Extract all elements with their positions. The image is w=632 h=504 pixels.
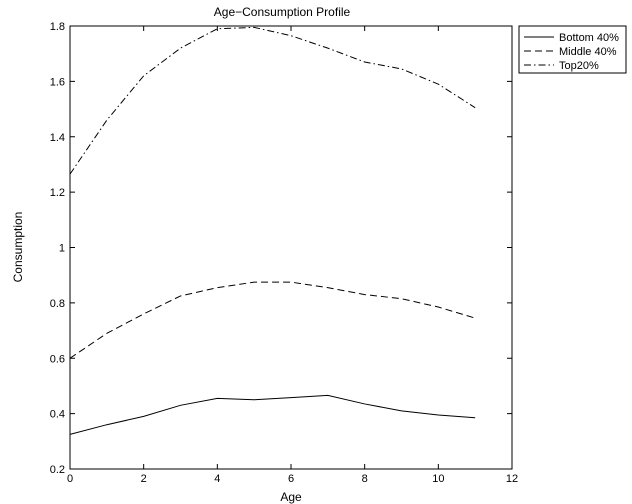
y-tick-label: 1.8 — [50, 21, 65, 33]
y-tick-label: 0.2 — [50, 464, 65, 476]
plot-frame — [69, 25, 513, 470]
series-lines — [69, 26, 476, 435]
x-axis: 0 2 4 6 8 10 12 — [67, 26, 518, 485]
y-axis-label: Consumption — [11, 212, 25, 283]
plot-area — [69, 25, 513, 470]
y-tick-label: 1.4 — [50, 132, 65, 144]
legend-label: Top20% — [559, 60, 599, 72]
x-tick-label: 2 — [141, 473, 147, 485]
y-tick-label: 1.2 — [50, 187, 65, 199]
y-tick-label: 0.4 — [50, 409, 65, 421]
x-axis-label: Age — [280, 490, 302, 504]
series-line-2 — [69, 281, 476, 359]
x-tick-label: 8 — [362, 473, 368, 485]
x-tick-label: 0 — [67, 473, 73, 485]
y-tick-label: 1.6 — [50, 76, 65, 88]
legend-box — [518, 25, 627, 74]
y-tick-label: 0.6 — [50, 353, 65, 365]
series-line-1 — [69, 394, 476, 435]
x-tick-label: 6 — [288, 473, 294, 485]
x-tick-label: 10 — [432, 473, 444, 485]
y-tick-label: 0.8 — [50, 298, 65, 310]
chart-title: Age−Consumption Profile — [214, 5, 351, 19]
x-tick-label: 12 — [506, 473, 518, 485]
x-tick-label: 4 — [214, 473, 220, 485]
legend-label: Middle 40% — [559, 46, 617, 58]
series-line-3 — [69, 26, 476, 175]
y-axis: 0.2 0.4 0.6 0.8 1 1.2 1.4 1.6 1.8 — [50, 21, 512, 476]
legend: Bottom 40% Middle 40% Top20% — [518, 25, 627, 74]
y-tick-label: 1 — [59, 243, 65, 255]
legend-label: Bottom 40% — [559, 32, 619, 44]
